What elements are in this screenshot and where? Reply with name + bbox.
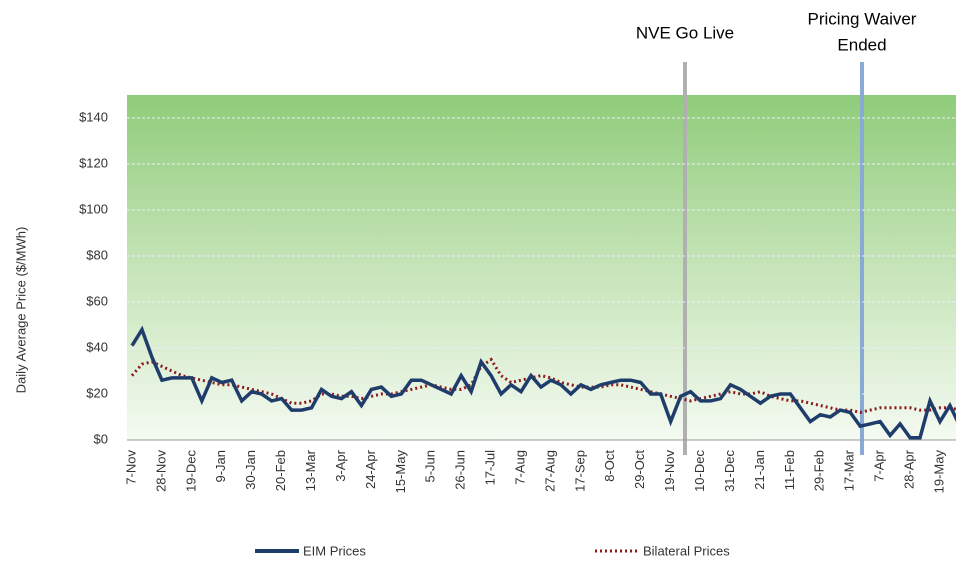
x-tick-label: 10-Dec (692, 450, 707, 492)
x-tick-label: 9-Jan (213, 450, 228, 483)
x-tick-label: 13-Mar (303, 449, 318, 491)
annotation: Pricing Waiver (808, 9, 917, 28)
y-tick-label: $40 (86, 339, 108, 354)
x-tick-label: 8-Oct (602, 450, 617, 482)
x-tick-label: 17-Sep (572, 450, 587, 492)
legend-label: EIM Prices (303, 543, 366, 558)
annotation: NVE Go Live (636, 23, 734, 42)
x-tick-label: 28-Apr (901, 449, 916, 489)
y-tick-label: $140 (79, 109, 108, 124)
x-tick-label: 17-Mar (842, 449, 857, 491)
series-line (130, 325, 956, 440)
legend-label: Bilateral Prices (643, 543, 730, 558)
y-tick-label: $80 (86, 247, 108, 262)
x-tick-label: 19-May (931, 450, 946, 494)
y-tick-label: $60 (86, 293, 108, 308)
y-tick-label: $0 (94, 431, 108, 446)
x-tick-label: 17-Jul (483, 450, 498, 486)
x-tick-label: 19-Nov (662, 450, 677, 492)
series-group (130, 325, 956, 440)
x-tick-label: 3-Apr (333, 449, 348, 481)
x-tick-label: 30-Jan (243, 450, 258, 490)
y-tick-label: $20 (86, 385, 108, 400)
x-tick-label: 15-May (393, 450, 408, 494)
x-tick-label: 31-Dec (722, 450, 737, 492)
x-tick-label: 11-Feb (782, 450, 797, 490)
annotation: Ended (837, 35, 886, 54)
x-tick-label: 7-Apr (872, 449, 887, 481)
x-tick-label: 21-Jan (752, 450, 767, 490)
x-tick-label: 5-Jun (423, 450, 438, 483)
x-tick-label: 29-Oct (632, 450, 647, 489)
x-tick-label: 29-Feb (812, 450, 827, 491)
y-tick-label: $120 (79, 155, 108, 170)
x-tick-label: 26-Jun (453, 450, 468, 490)
y-tick-label: $100 (79, 201, 108, 216)
y-axis-title: Daily Average Price ($/MWh) (13, 227, 28, 394)
x-tick-label: 19-Dec (183, 450, 198, 492)
x-tick-label: 7-Nov (123, 450, 138, 485)
plot-area (127, 95, 956, 440)
x-tick-label: 27-Aug (542, 450, 557, 492)
x-tick-label: 24-Apr (363, 449, 378, 489)
x-tick-label: 28-Nov (153, 450, 168, 492)
x-tick-label: 20-Feb (273, 450, 288, 491)
x-tick-label: 7-Aug (512, 450, 527, 485)
